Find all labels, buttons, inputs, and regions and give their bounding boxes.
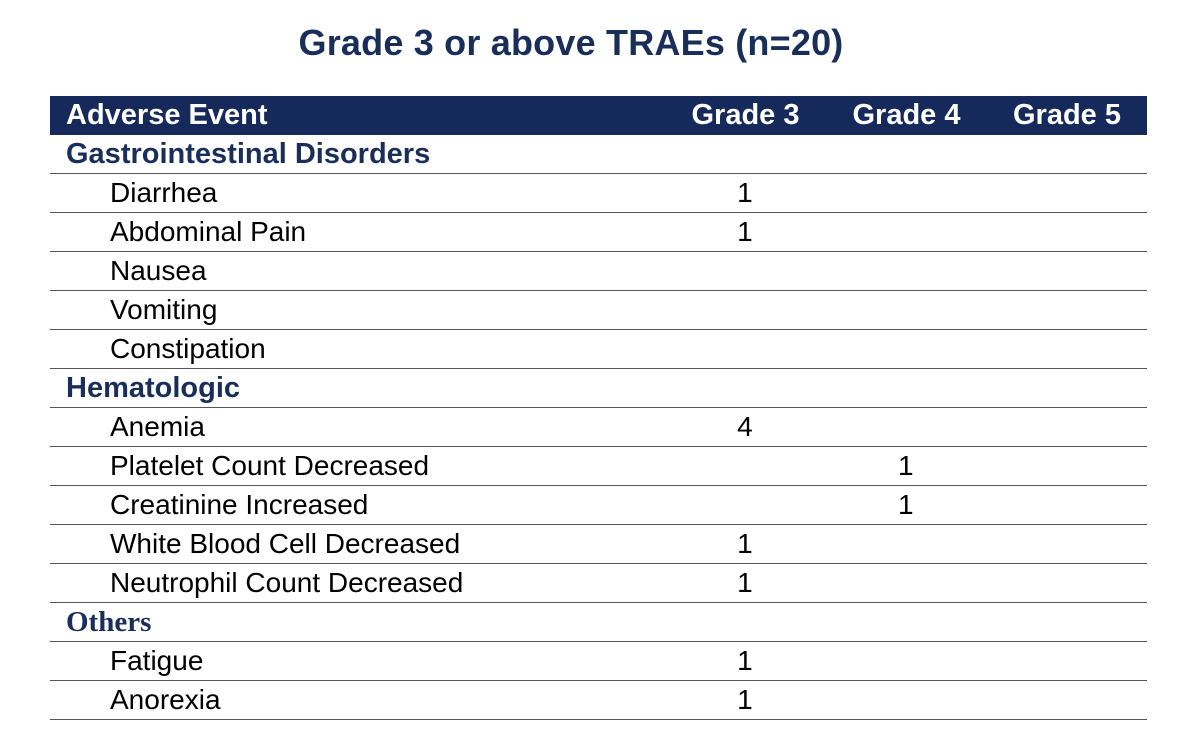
grade-3-count: 1 — [737, 684, 753, 715]
grade-3-count: 1 — [737, 177, 753, 208]
table-row: White Blood Cell Decreased 1 — [50, 525, 1147, 564]
table-row: Diarrhea 1 — [50, 174, 1147, 213]
category-row: Gastrointestinal Disorders — [50, 135, 1147, 174]
table-row: Anorexia 1 — [50, 681, 1147, 720]
header-grade-3: Grade 3 — [691, 99, 800, 131]
header-grade-4: Grade 4 — [852, 99, 961, 131]
grade-3-count: 1 — [737, 645, 753, 676]
table-header: Adverse Event Grade 3 Grade 4 Grade 5 — [50, 96, 1147, 135]
table-row: Abdominal Pain 1 — [50, 213, 1147, 252]
event-name: Abdominal Pain — [110, 216, 307, 247]
grade-3-count: 1 — [737, 216, 753, 247]
grade-4-count: 1 — [897, 450, 914, 481]
category-row: Hematologic — [50, 369, 1147, 408]
event-name: Neutrophil Count Decreased — [110, 567, 464, 598]
category-label: Hematologic — [66, 371, 241, 404]
event-name: Anorexia — [110, 684, 221, 715]
grade-4-count: 1 — [897, 489, 914, 520]
event-name: Nausea — [110, 255, 207, 286]
event-name: Creatinine Increased — [110, 489, 369, 520]
table-row: Platelet Count Decreased 1 — [50, 447, 1147, 486]
event-name: Vomiting — [110, 294, 218, 325]
category-label: Gastrointestinal Disorders — [66, 137, 431, 170]
event-name: Diarrhea — [110, 177, 218, 208]
header-adverse-event: Adverse Event — [66, 99, 268, 131]
page-title: Grade 3 or above TRAEs (n=20) — [298, 22, 844, 63]
event-name: Anemia — [110, 411, 205, 442]
category-label: Others — [66, 605, 152, 638]
adverse-events-table: Adverse Event Grade 3 Grade 4 Grade 5 Ga… — [50, 96, 1147, 720]
table-row: Fatigue 1 — [50, 642, 1147, 681]
table-row: Nausea — [50, 252, 1147, 291]
event-name: Constipation — [110, 333, 266, 364]
grade-3-count: 1 — [737, 528, 753, 559]
table-row: Creatinine Increased 1 — [50, 486, 1147, 525]
grade-3-count: 1 — [737, 567, 753, 598]
table-row: Vomiting — [50, 291, 1147, 330]
grade-3-count: 4 — [737, 411, 753, 442]
category-row: Others — [50, 603, 1147, 642]
table-row: Constipation — [50, 330, 1147, 369]
event-name: Fatigue — [110, 645, 204, 676]
event-name: Platelet Count Decreased — [110, 450, 430, 481]
event-name: White Blood Cell Decreased — [110, 528, 461, 559]
header-grade-5: Grade 5 — [1013, 99, 1121, 131]
table-row: Neutrophil Count Decreased 1 — [50, 564, 1147, 603]
table-row: Anemia 4 — [50, 408, 1147, 447]
